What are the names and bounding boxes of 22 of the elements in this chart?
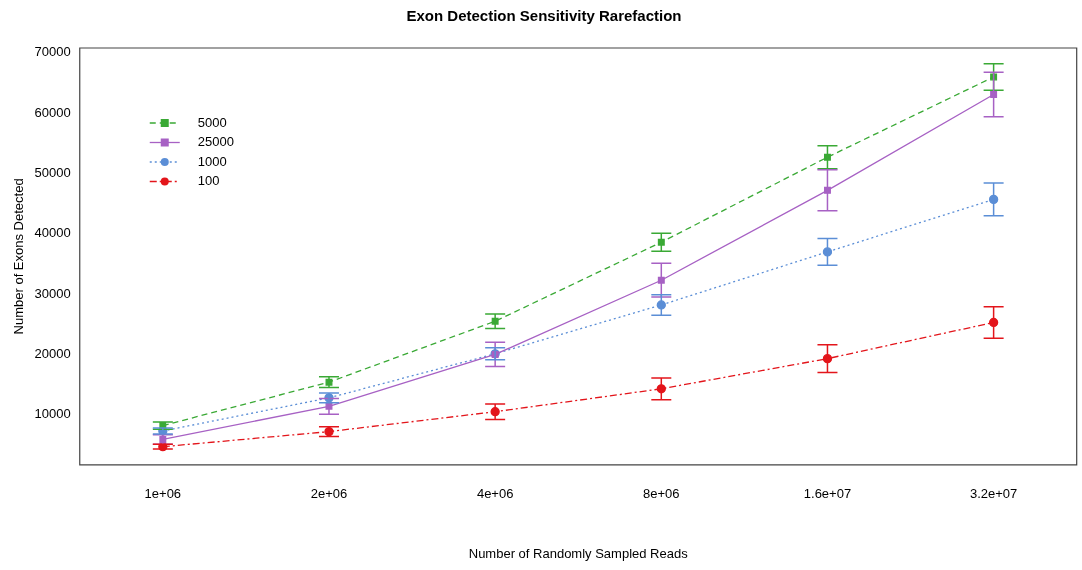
y-tick-label: 20000 <box>34 346 71 361</box>
y-tick-label: 40000 <box>34 225 71 241</box>
legend-label: 25000 <box>197 134 234 150</box>
y-tick-label: 70000 <box>34 44 71 60</box>
y-axis-title: Number of Exons Detected <box>11 178 27 335</box>
x-tick-label: 4e+06 <box>476 486 514 502</box>
x-tick-label: 1e+06 <box>144 486 182 502</box>
point <box>822 353 833 364</box>
y-tick-label: 50000 <box>34 165 71 181</box>
legend-label: 100 <box>197 173 220 189</box>
legend-label: 5000 <box>197 114 227 130</box>
point <box>988 317 999 328</box>
x-tick-label: 8e+06 <box>643 486 680 502</box>
x-axis-title: Number of Randomly Sampled Reads <box>468 545 689 561</box>
x-tick-label: 1.6e+07 <box>803 486 852 502</box>
y-tick-label: 30000 <box>34 285 71 301</box>
x-tick-label: 3.2e+07 <box>969 486 1018 502</box>
y-tick-label: 60000 <box>34 104 71 120</box>
legend-label: 1000 <box>197 153 227 169</box>
chart-title: Exon Detection Sensitivity Rarefaction <box>406 7 682 25</box>
x-tick-label: 2e+06 <box>310 486 348 502</box>
y-tick-label: 10000 <box>34 406 71 422</box>
